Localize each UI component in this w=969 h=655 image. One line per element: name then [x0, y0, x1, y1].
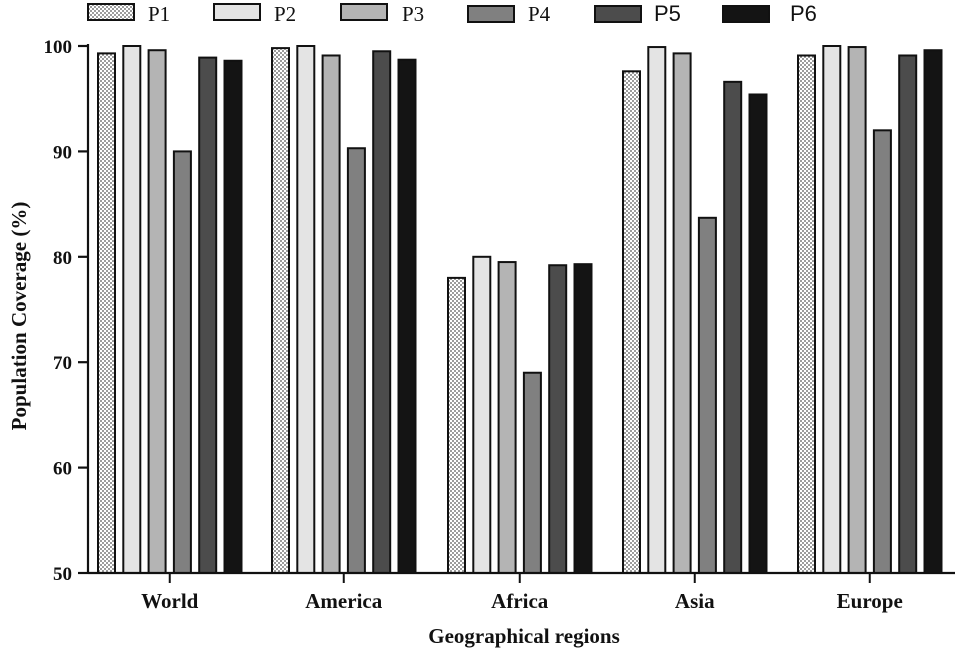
y-tick-label: 70: [53, 353, 72, 374]
bar-p5-america: [372, 50, 392, 574]
y-axis-title: Population Coverage (%): [7, 202, 31, 431]
bar-p5-asia: [723, 80, 743, 574]
category-label-america: America: [305, 589, 382, 613]
bar-p3-africa: [497, 261, 517, 574]
bar-p6-asia: [748, 93, 768, 574]
legend-swatch-p1: [87, 3, 135, 21]
y-tick-label: 80: [53, 248, 72, 269]
bar-p6-europe: [923, 49, 943, 574]
y-tick-label: 60: [53, 459, 72, 480]
bar-p1-africa: [447, 276, 466, 574]
bar-p4-africa: [522, 371, 542, 574]
bar-p5-world: [198, 56, 218, 575]
legend-label-p1: P1: [148, 2, 170, 26]
legend-label-p3: P3: [402, 2, 424, 26]
bar-p3-asia: [672, 52, 692, 575]
bar-p2-asia: [647, 46, 667, 574]
y-tick-label: 100: [44, 37, 73, 58]
axes-group: 50 60 70 80 90 100 World America Africa Asia Europ…: [44, 37, 955, 613]
bar-p1-asia: [622, 70, 641, 575]
bar-p3-america: [321, 54, 341, 574]
legend-label-p4: P4: [528, 2, 551, 26]
bar-p3-europe: [847, 46, 867, 574]
category-label-asia: Asia: [675, 589, 715, 613]
legend-swatch-p2: [213, 3, 261, 21]
legend-swatch-p5: [594, 5, 642, 23]
bar-p1-world: [97, 52, 116, 575]
bar-p2-africa: [472, 255, 492, 574]
category-label-europe: Europe: [837, 589, 903, 613]
bar-p2-america: [296, 45, 316, 574]
bar-p2-europe: [822, 45, 842, 574]
bar-p1-america: [271, 47, 290, 575]
legend-swatch-p3: [340, 3, 388, 21]
legend-label-p2: P2: [274, 2, 296, 26]
y-tick-label: 50: [53, 564, 72, 585]
bar-p4-asia: [697, 216, 717, 574]
bar-p5-africa: [548, 264, 568, 574]
legend-swatch-p4: [467, 5, 515, 23]
bar-p3-world: [147, 49, 167, 574]
bar-p5-europe: [898, 54, 918, 574]
legend-swatch-p6: [722, 5, 770, 23]
bar-p6-africa: [573, 263, 593, 574]
y-tick-label: 90: [53, 142, 72, 163]
bar-p2-world: [122, 45, 142, 574]
legend: P1 P2 P3 P4 P5 P6: [87, 1, 817, 26]
bar-p1-europe: [797, 54, 816, 574]
legend-label-p6: P6: [790, 1, 817, 26]
x-axis-title: Geographical regions: [428, 624, 620, 648]
bar-p6-world: [223, 59, 243, 575]
legend-label-p5: P5: [654, 1, 681, 26]
bar-p6-america: [397, 58, 417, 574]
category-label-africa: Africa: [491, 589, 549, 613]
category-label-world: World: [141, 589, 198, 613]
bar-p4-world: [172, 150, 192, 574]
bar-p4-europe: [872, 129, 892, 574]
bar-p4-america: [346, 147, 366, 574]
bars-group: [97, 45, 943, 575]
